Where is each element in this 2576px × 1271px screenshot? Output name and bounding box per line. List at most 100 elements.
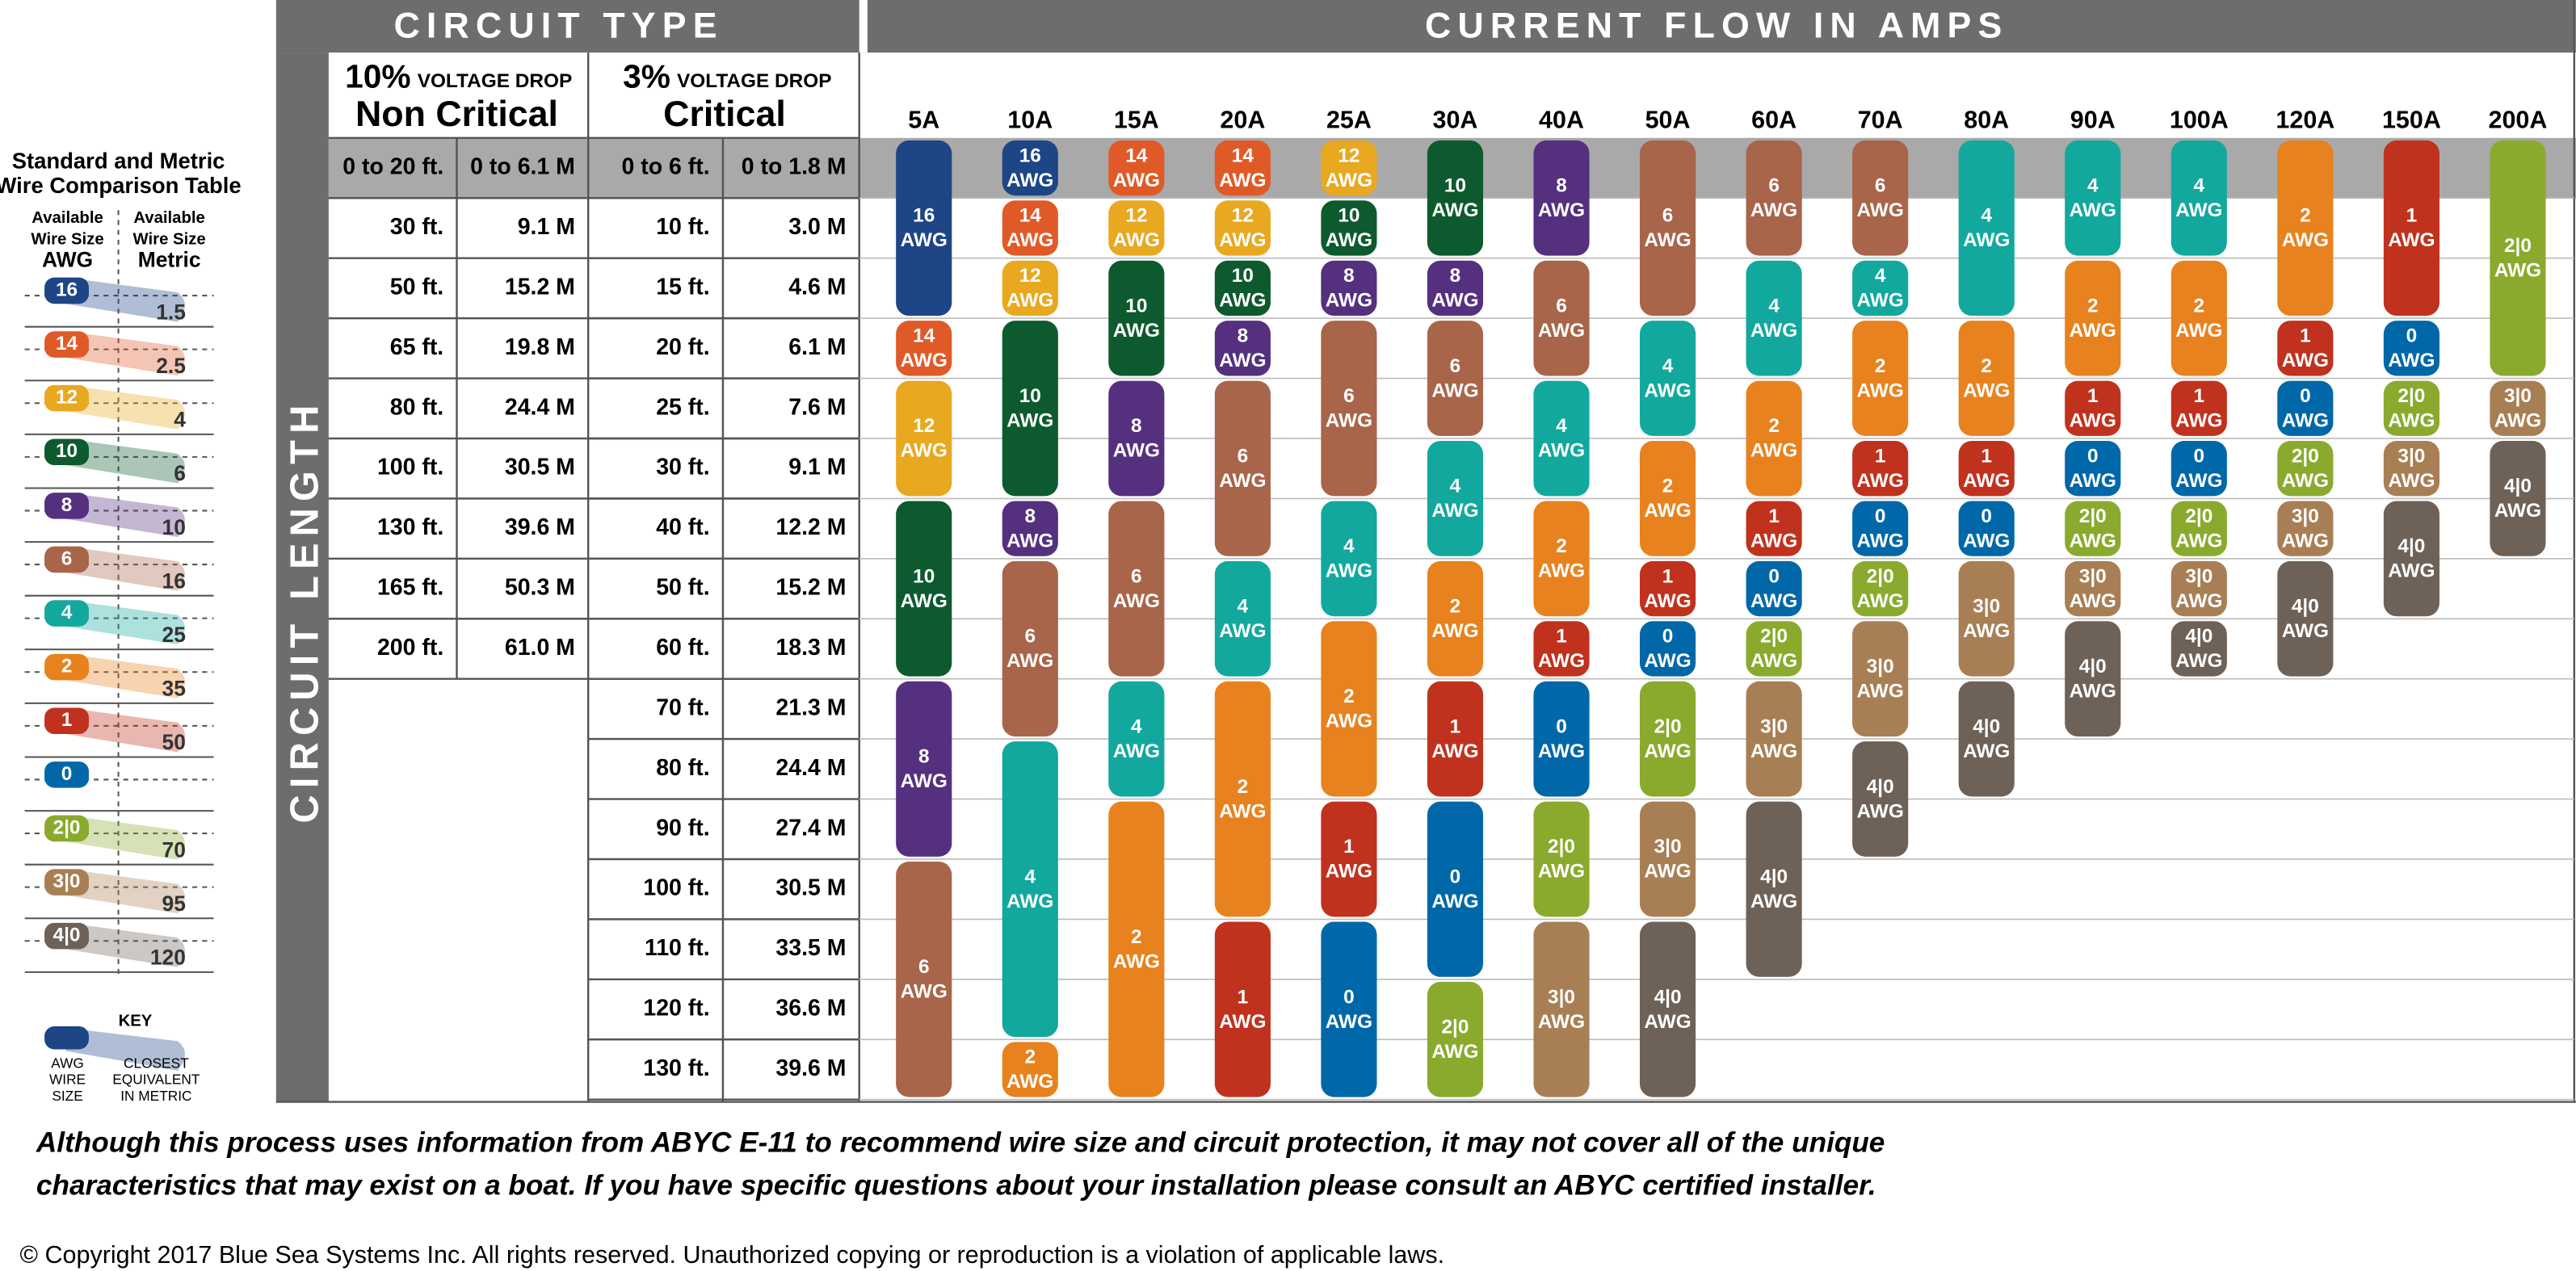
legend-swatch [44,869,89,896]
amp-label: 40A [1539,107,1584,134]
wire-segment [2170,260,2227,376]
wire-segment [1533,681,1590,797]
legend-awg: 6 [61,547,73,569]
wire-unit: AWG [2282,409,2329,431]
wire-unit: AWG [1538,440,1585,462]
wire-segment [896,380,952,497]
wire-unit: AWG [1219,170,1266,191]
wire-segment [1002,260,1058,317]
wire-unit: AWG [2175,530,2222,552]
wire-segment [2277,380,2334,436]
wire-segment [1108,501,1165,677]
wire-segment [1108,681,1165,797]
wire-segment [1533,260,1590,376]
wire-gauge: 6 [1343,385,1355,407]
legend-band [65,653,185,698]
wire-gauge: 6 [1131,565,1142,587]
wire-gauge: 8 [1238,325,1249,347]
wire-unit: AWG [1963,229,2010,251]
wire-segment [896,862,952,1097]
wire-unit: AWG [1538,560,1585,582]
wire-unit: AWG [2070,470,2116,492]
length-m: 24.4 M [505,394,575,420]
wire-unit: AWG [1326,290,1372,312]
wire-segment [1321,260,1377,317]
wire-segment [1640,621,1696,677]
wire-segment [1321,801,1377,917]
wire-unit: AWG [2070,680,2116,702]
wire-gauge: 10 [1232,265,1254,287]
wire-unit: AWG [1644,590,1691,612]
wire-unit: AWG [2175,320,2222,342]
length-m: 0 to 1.8 M [742,154,847,180]
amp-label: 120A [2276,107,2334,134]
amp-label: 15A [1114,107,1159,134]
length-ft: 80 ft. [390,394,443,420]
wire-segment [1958,441,2015,497]
wire-segment [1958,681,2015,797]
wire-unit: AWG [901,981,948,1003]
wire-unit: AWG [2175,199,2222,221]
wire-segment [1214,140,1271,196]
wire-segment [1002,321,1058,497]
key-awg: WIRE [49,1072,86,1088]
legend-awg: 16 [56,279,78,300]
wire-unit: AWG [1750,440,1797,462]
legend-header: Metric [138,247,201,271]
legend-swatch [44,922,89,950]
legend-band [65,815,185,860]
wire-unit: AWG [1431,620,1478,642]
legend-awg: 4|0 [53,925,81,946]
wire-unit: AWG [1644,740,1691,762]
wire-unit: AWG [1326,560,1372,582]
wire-unit: AWG [1963,530,2010,552]
wire-unit: AWG [1113,590,1160,612]
wire-segment [1321,321,1377,497]
wire-unit: AWG [1219,800,1266,822]
key-swatch [44,1026,89,1050]
legend-band [65,869,185,914]
wire-unit: AWG [2070,320,2116,342]
wire-gauge: 4|0 [2292,595,2319,617]
wire-unit: AWG [1431,891,1478,912]
length-ft: 65 ft. [390,334,443,360]
wire-gauge: 6 [1450,355,1461,377]
wire-gauge: 1 [1981,445,1992,467]
wire-unit: AWG [1750,320,1797,342]
legend-header: AWG [42,247,93,271]
wire-segment [1108,200,1165,256]
wire-gauge: 0 [1981,505,1992,527]
wire-segment [896,140,952,317]
wire-gauge: 4|0 [1973,715,2000,737]
length-ft: 0 to 20 ft. [342,154,443,180]
wire-segment [1852,260,1909,317]
wire-segment [1640,801,1696,917]
wire-unit: AWG [1326,229,1372,251]
wire-segment [1108,380,1165,497]
wire-unit: AWG [1219,620,1266,642]
wire-gauge: 0 [1875,505,1886,527]
legend-band [65,922,185,967]
wire-segment [1746,801,1802,977]
wire-segment [1427,441,1484,556]
wire-unit: AWG [2494,500,2541,522]
length-ft: 130 ft. [377,514,443,540]
wire-unit: AWG [1857,680,1904,702]
legend-band [65,707,185,753]
wire-segment [1002,140,1058,196]
wire-segment [1108,260,1165,376]
wire-unit: AWG [1538,650,1585,672]
legend-band [65,384,185,430]
wire-segment [2065,260,2121,376]
wire-segment [2065,621,2121,737]
wire-gauge: 6 [1238,445,1249,467]
wire-unit: AWG [1431,290,1478,312]
wire-gauge: 1 [1343,836,1355,858]
wire-unit: AWG [1113,740,1160,762]
wire-gauge: 3|0 [1867,656,1894,677]
wire-segment [2065,380,2121,436]
legend-header: Available [32,209,103,227]
wire-gauge: 1 [2194,385,2205,407]
wire-segment [2383,321,2439,376]
wire-unit: AWG [901,440,948,462]
